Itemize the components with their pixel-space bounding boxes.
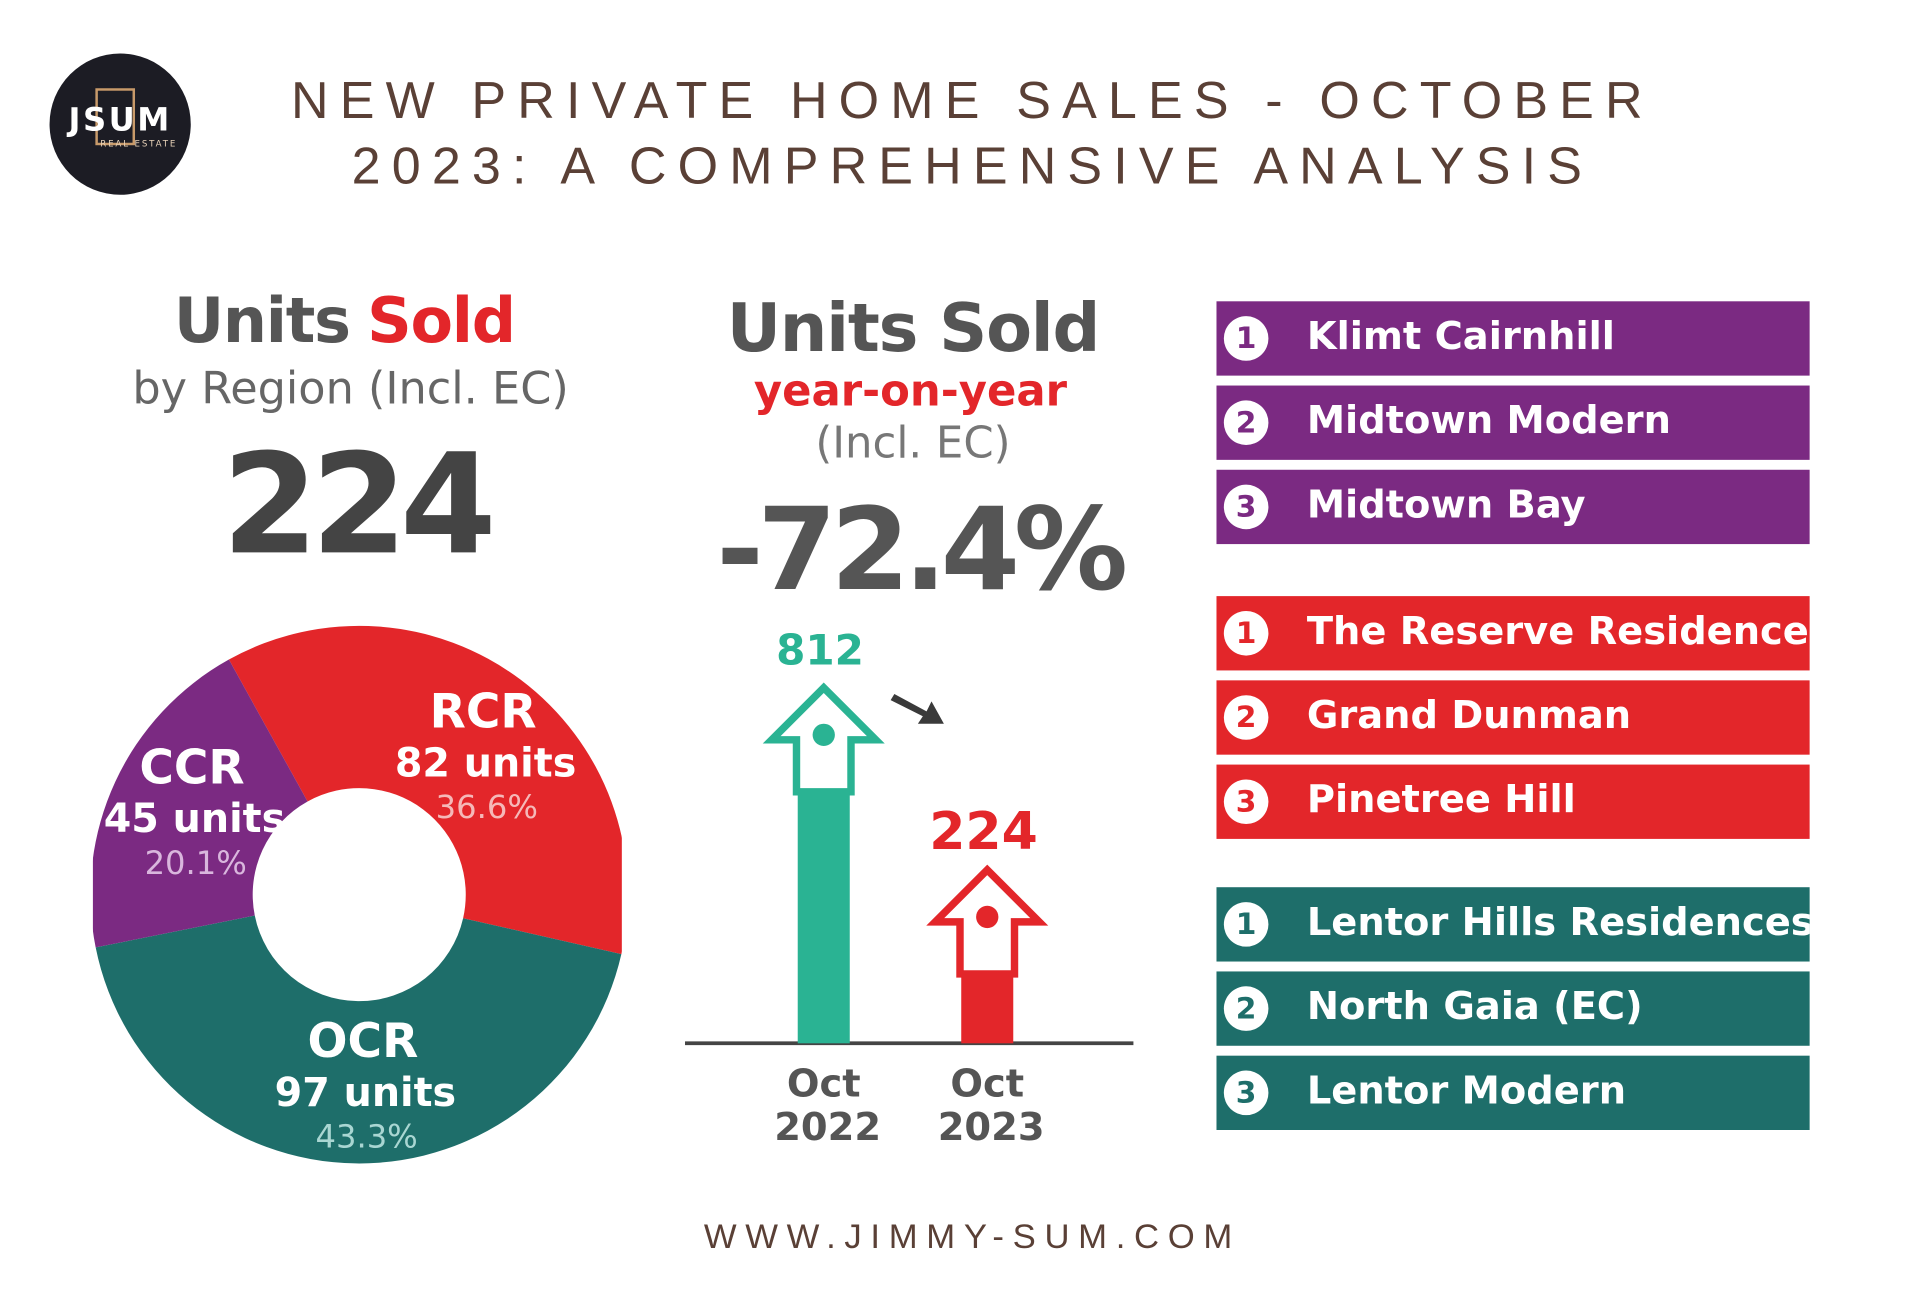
project-name: Pinetree Hill (1307, 777, 1576, 822)
donut-slice (95, 915, 622, 1164)
ranking-row (1216, 469, 1810, 545)
ranking-row (1216, 385, 1810, 460)
ranking-row (1216, 764, 1810, 839)
rank-badge (1223, 779, 1269, 825)
arrow-dot (812, 723, 835, 746)
page-title-box: NEW PRIVATE HOME SALES - OCTOBER 2023: A… (291, 70, 1654, 195)
region-subtitle: by Region (Incl. EC) (132, 363, 568, 415)
rank-number: 2 (1236, 405, 1257, 440)
donut (92, 625, 622, 1164)
region-title: Units Sold (174, 285, 515, 357)
slice-name: OCR (308, 1014, 419, 1069)
rank-badge (1223, 484, 1269, 530)
logo-mark: JSUM (67, 101, 172, 139)
yoy-change: -72.4% (716, 483, 1124, 616)
donut-slice (92, 659, 308, 948)
rank-number: 3 (1236, 784, 1257, 819)
ranking-row (1216, 680, 1810, 755)
slice-name: RCR (430, 685, 537, 740)
rank-number: 3 (1236, 490, 1257, 525)
bar-value-label: 812 (776, 626, 864, 675)
rank-number: 1 (1236, 616, 1257, 651)
x-tick-label-box: Oct 2023 (937, 1063, 1045, 1150)
project-name: North Gaia (EC) (1307, 984, 1643, 1029)
region-total: 224 (222, 423, 491, 585)
project-name: Klimt Cairnhill (1307, 314, 1615, 359)
x-tick-label: Oct 2022 (774, 1063, 882, 1150)
yoy-note: (Incl. EC) (815, 419, 1010, 469)
ranking-row (1216, 596, 1810, 671)
logo-badge (49, 53, 191, 195)
region-title-first: Units (174, 285, 350, 357)
ranking-row (1216, 887, 1810, 962)
rankings: 1 Klimt Cairnhill 2 Midtown Modern 3 Midtown … (1216, 301, 1832, 1130)
page-title: NEW PRIVATE HOME SALES - OCTOBER 2023: A… (291, 70, 1654, 195)
yoy-subtitle: year-on-year (754, 367, 1068, 417)
ranking-row (1216, 971, 1810, 1046)
ranking-row (1216, 301, 1810, 376)
bar (961, 973, 1014, 1044)
rank-badge (1223, 902, 1269, 947)
slice-share-label: 36.6% (436, 788, 538, 826)
project-name: Midtown Modern (1307, 398, 1671, 443)
project-name: Lentor Hills Residences (1307, 900, 1814, 945)
rank-badge (1223, 316, 1269, 361)
bar (797, 791, 850, 1044)
project-name: Lentor Modern (1307, 1068, 1626, 1113)
bar-value-label: 224 (929, 802, 1038, 862)
rank-badge (1223, 400, 1269, 445)
ranking-row (1216, 1055, 1810, 1130)
logo-tagline: REAL ESTATE (100, 139, 177, 149)
yoy-title: Units Sold (727, 289, 1099, 367)
rank-number: 3 (1236, 1076, 1257, 1111)
rank-number: 2 (1236, 991, 1257, 1026)
slice-value-label: 45 units (104, 796, 285, 842)
rank-badge (1223, 610, 1269, 656)
rank-badge (1223, 986, 1269, 1031)
slice-value-label: 97 units (275, 1070, 456, 1116)
footer-url: WWW.JIMMY-SUM.COM (704, 1218, 1241, 1256)
project-name: Grand Dunman (1307, 693, 1631, 738)
project-name: The Reserve Residences (1307, 609, 1832, 654)
arrow-dot (976, 905, 999, 929)
project-name: Midtown Bay (1307, 482, 1586, 527)
slice-share-label: 20.1% (145, 844, 247, 882)
slice-value-label: 82 units (395, 740, 576, 786)
slice-share-label: 43.3% (316, 1118, 418, 1156)
logo-building (95, 88, 136, 146)
rank-number: 1 (1236, 907, 1257, 942)
rank-number: 2 (1236, 700, 1257, 735)
region-title-second: Sold (367, 285, 515, 357)
donut-slice (228, 625, 622, 955)
slice-name: CCR (139, 740, 244, 795)
rank-badge (1223, 695, 1269, 740)
trend-arrow (890, 693, 944, 724)
rank-badge (1223, 1070, 1269, 1116)
x-tick-label-box: Oct 2022 (774, 1063, 882, 1150)
rank-number: 1 (1236, 321, 1257, 356)
x-tick-label: Oct 2023 (937, 1063, 1045, 1150)
